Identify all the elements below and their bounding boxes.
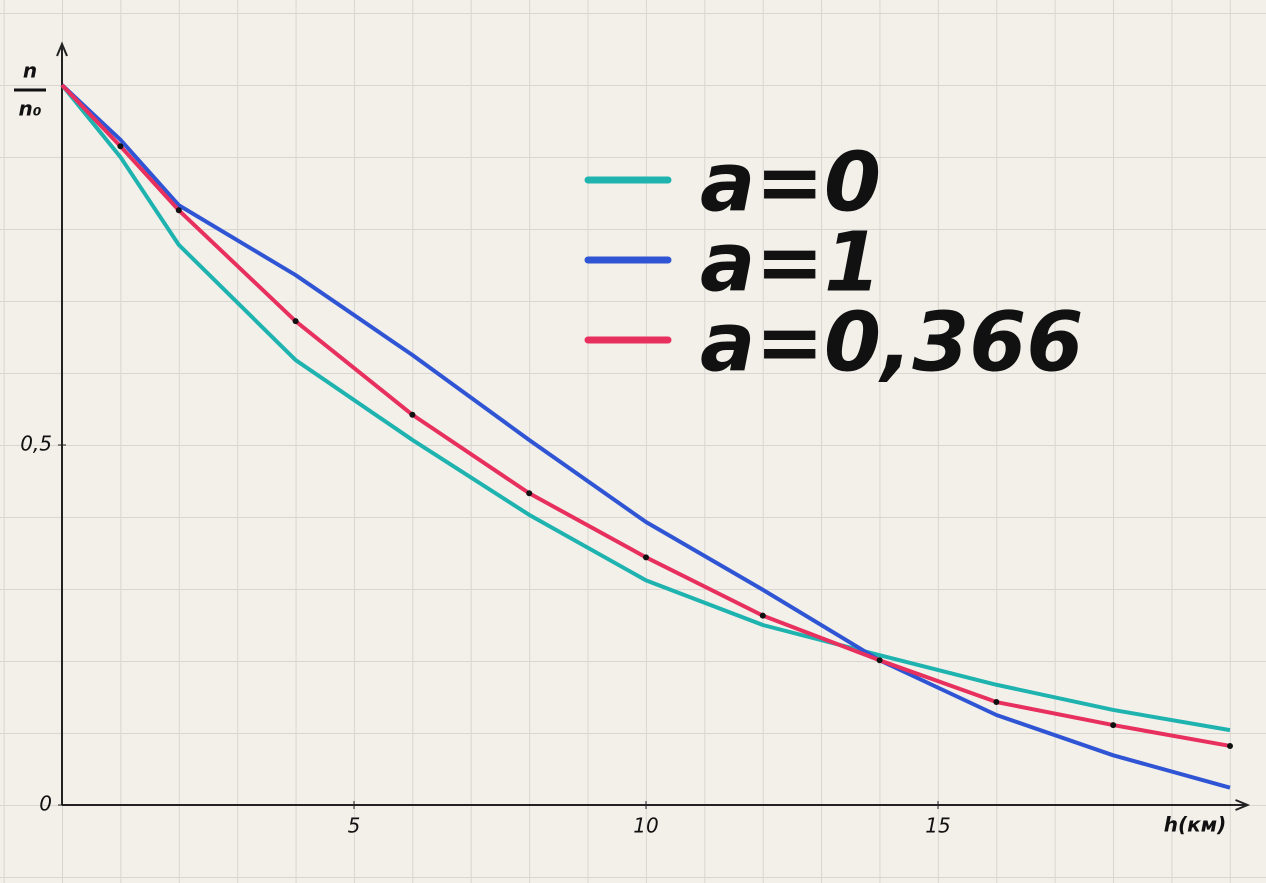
- series-line: [62, 85, 1230, 746]
- data-point: [293, 318, 299, 324]
- legend-label: a=0,366: [700, 295, 1083, 390]
- chart: n n₀ h(км) 5101500,5a=0a=1a=0,366: [0, 0, 1266, 883]
- data-point: [760, 613, 766, 619]
- data-point: [877, 657, 883, 663]
- data-point: [643, 554, 649, 560]
- x-tick-label: 15: [925, 814, 950, 838]
- x-tick-label: 10: [633, 814, 658, 838]
- data-point: [526, 490, 532, 496]
- data-point: [117, 143, 123, 149]
- y-tick-label: 0: [39, 792, 52, 816]
- data-point: [993, 699, 999, 705]
- series-line: [62, 85, 1230, 788]
- y-tick-label: 0,5: [20, 432, 52, 456]
- y-label-denominator: n₀: [19, 97, 42, 121]
- x-tick-label: 5: [348, 814, 361, 838]
- data-point: [409, 412, 415, 418]
- y-label-numerator: n: [23, 59, 37, 83]
- data-point: [1227, 743, 1233, 749]
- data-point: [176, 207, 182, 213]
- data-point: [1110, 722, 1116, 728]
- x-label: h(км): [1164, 813, 1226, 837]
